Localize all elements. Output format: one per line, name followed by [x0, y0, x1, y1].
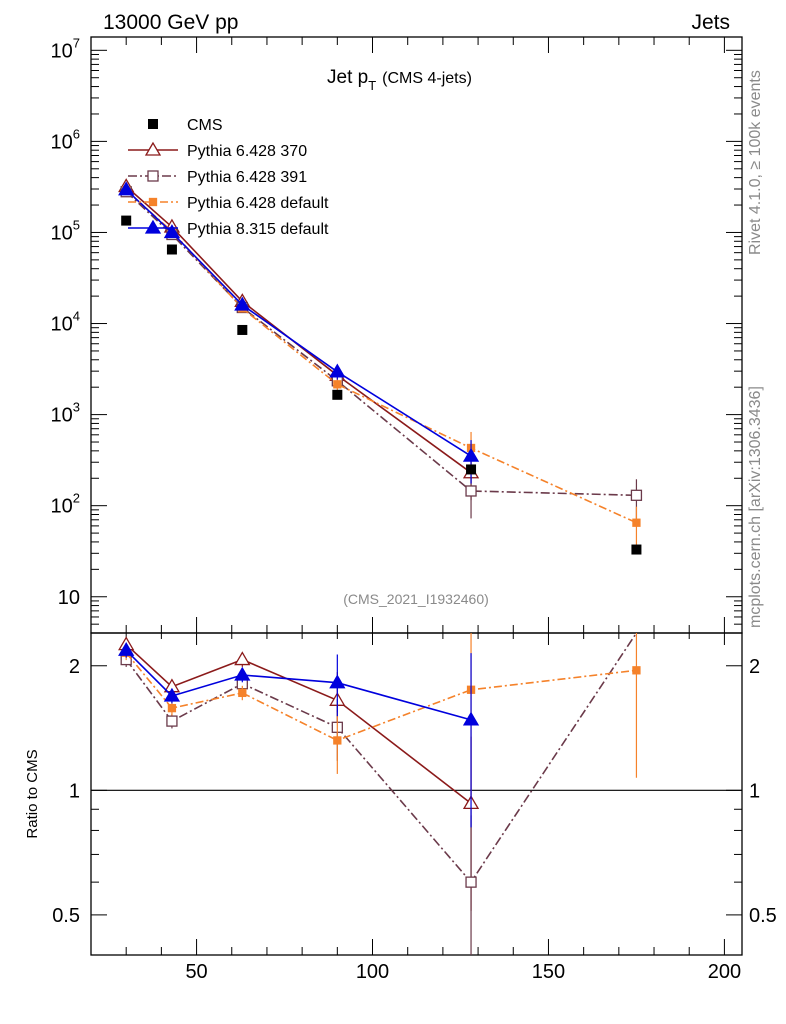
series-1-ratio-point: [234, 651, 251, 666]
legend: CMS Pythia 6.428 370 Pythia 6.428 391 Pythi…: [128, 117, 329, 238]
ratio-panel-frame: [90, 632, 743, 956]
category-label: Jets: [691, 11, 730, 34]
series-4-ratio-point: [329, 674, 346, 689]
series-4-point: [163, 224, 181, 239]
ratio-y-tick-label-right: 0.5: [749, 905, 777, 927]
legend-label: Pythia 6.428 default: [187, 195, 329, 212]
y-tick-label: 104: [51, 309, 80, 336]
y-tick-label: 103: [51, 400, 80, 427]
series-4-ratio-point: [163, 687, 181, 702]
legend-label: Pythia 6.428 370: [187, 143, 307, 160]
series-3-point: [333, 380, 342, 389]
legend-marker: [144, 219, 162, 234]
series-4-point: [234, 296, 251, 311]
series-4-ratio-point: [118, 641, 135, 656]
mcplots-label: mcplots.cern.ch [arXiv:1306.3436]: [747, 386, 764, 628]
series-3-main-line: [125, 189, 637, 524]
analysis-id-label: (CMS_2021_I1932460): [343, 591, 489, 607]
x-tick-label: 150: [532, 961, 565, 983]
series-3-ratio-line: [125, 652, 637, 742]
legend-marker: [148, 197, 158, 207]
x-tick-label: 200: [708, 961, 741, 983]
series-2-ratio-point: [166, 715, 178, 727]
series-3-ratio-point: [632, 666, 641, 675]
title-main: Jet p: [327, 67, 368, 88]
series-3-point: [632, 518, 641, 527]
y-tick-label: 107: [51, 35, 80, 62]
series-2-point: [465, 485, 477, 497]
series-4-ratio-point: [234, 666, 251, 681]
legend-label: Pythia 8.315 default: [187, 221, 329, 238]
legend-marker: [144, 141, 162, 156]
series-4-point: [118, 181, 135, 196]
y-tick-label: 105: [51, 217, 80, 244]
series-3-ratio-point: [167, 703, 177, 713]
main-y-ticks: 10 102 103 104 105 106 107: [51, 35, 742, 634]
series-2-point: [630, 489, 643, 501]
ratio-y-tick-label: 0.5: [52, 905, 80, 927]
cms-data-point: [631, 544, 642, 555]
title-subscript: T: [368, 78, 376, 93]
legend-marker: [147, 170, 159, 182]
ratio-y-tick-label-right: 1: [749, 780, 760, 802]
chart-title: Jet pT (CMS 4-jets): [327, 67, 472, 93]
svg-text:Jet pT(CMS 4-jets): Jet pT (CMS 4-jets): [327, 67, 472, 93]
cms-data-point: [237, 324, 248, 335]
title-suffix: (CMS 4-jets): [382, 70, 472, 87]
legend-marker: [148, 119, 158, 129]
ratio-series-group: [118, 632, 641, 955]
cms-data-point: [121, 215, 132, 226]
ratio-y-ticks: 0.5 0.5 1 1 2 2: [52, 656, 777, 927]
y-tick-label: 10: [58, 587, 80, 609]
rivet-version-label: Rivet 4.1.0, ≥ 100k events: [747, 70, 764, 255]
cms-data-point: [466, 464, 477, 475]
ratio-axis-label: Ratio to CMS: [24, 749, 41, 838]
cms-data-point: [332, 389, 343, 400]
series-4-point: [329, 363, 346, 378]
series-2-ratio-point: [465, 876, 477, 888]
x-tick-label: 50: [185, 961, 207, 983]
energy-label: 13000 GeV pp: [103, 11, 238, 34]
x-tick-label: 100: [356, 961, 389, 983]
cms-data-point: [166, 244, 177, 255]
y-tick-label: 102: [51, 491, 80, 518]
legend-label: CMS: [187, 117, 223, 134]
ratio-y-tick-label-right: 2: [749, 656, 760, 678]
series-4-ratio-point: [462, 711, 480, 726]
x-ticks: 50 100 150 200: [125, 37, 741, 983]
series-4-point: [462, 447, 480, 462]
series-2-ratio-line: [125, 632, 638, 884]
y-tick-label: 106: [51, 126, 80, 153]
ratio-y-tick-label: 1: [69, 780, 80, 802]
legend-label: Pythia 6.428 391: [187, 169, 307, 186]
series-3-ratio-point: [238, 688, 247, 698]
ratio-y-tick-label: 2: [69, 656, 80, 678]
series-1-ratio-line: [125, 644, 472, 805]
series-3-ratio-point: [333, 736, 342, 745]
